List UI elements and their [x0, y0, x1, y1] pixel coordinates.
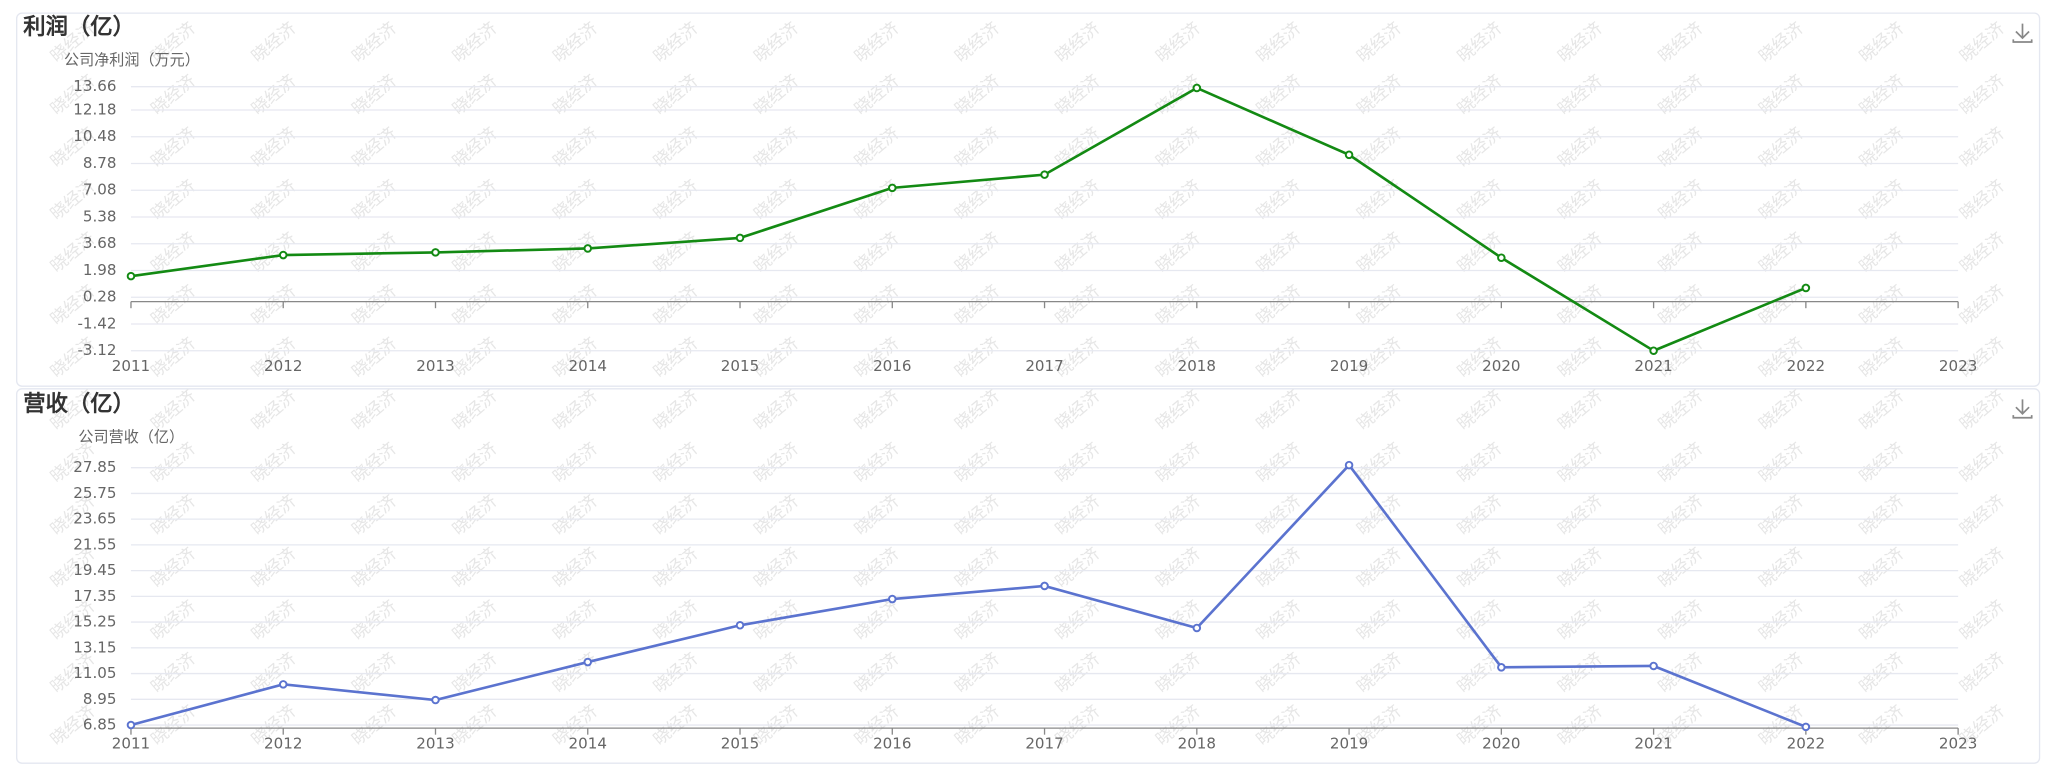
y-tick-label: 19.45: [73, 561, 116, 579]
chart-title: 营收（亿）: [23, 390, 135, 417]
y-tick-label: 17.35: [73, 587, 116, 605]
y-tick-label: 5.38: [83, 207, 117, 225]
line: [130, 86, 1807, 353]
y-tick-label: 10.48: [73, 127, 116, 145]
point: [583, 244, 593, 253]
x-tick-label: 2011: [112, 734, 150, 752]
x-tick-label: 2018: [1178, 734, 1216, 752]
point: [735, 621, 745, 630]
panel: [16, 12, 2041, 387]
point: [583, 657, 593, 667]
point: [1192, 623, 1202, 633]
x-tick-label: 2016: [873, 734, 911, 752]
point: [126, 720, 136, 730]
y-axis-label: 公司净利润（万元）: [64, 51, 200, 69]
point: [126, 271, 136, 281]
x-tick-label: 2014: [569, 734, 607, 752]
point: [735, 233, 745, 243]
x-tick-label: 2022: [1787, 357, 1825, 375]
x-tick-label: 2013: [416, 357, 454, 375]
y-tick-label: 8.95: [83, 690, 117, 708]
y-tick-label: 25.75: [73, 484, 116, 502]
y-tick-label: 3.68: [83, 234, 117, 252]
point: [1344, 150, 1354, 160]
y-axis-label: 公司营收（亿）: [78, 428, 184, 446]
x-tick-label: 2012: [264, 357, 302, 375]
point: [1649, 346, 1658, 355]
y-tick-label: 13.66: [73, 77, 116, 95]
point: [1801, 722, 1811, 732]
y-tick-label: 7.08: [83, 181, 117, 199]
point: [1497, 663, 1506, 672]
y-tick-label: 11.05: [73, 664, 116, 682]
x-tick-label: 2015: [721, 734, 759, 752]
x-tick-label: 2011: [112, 357, 150, 375]
point: [431, 248, 440, 257]
point: [278, 250, 288, 260]
chart-title: 利润（亿）: [23, 13, 135, 40]
x-tick-label: 2020: [1482, 357, 1520, 375]
point: [1192, 83, 1202, 93]
x-tick-label: 2015: [721, 357, 759, 375]
x-tick-label: 2019: [1330, 734, 1368, 752]
y-tick-label: -1.42: [77, 314, 116, 332]
point: [431, 695, 440, 705]
y-tick-label: 23.65: [73, 510, 116, 528]
panel: [16, 388, 2041, 764]
x-tick-label: 2017: [1025, 357, 1063, 375]
point: [278, 680, 288, 689]
x-tick-label: 2013: [416, 734, 454, 752]
download-icon[interactable]: [2012, 23, 2033, 43]
y-tick-label: 1.98: [83, 261, 117, 279]
y-tick-label: 21.55: [73, 535, 116, 553]
y-tick-label: 27.85: [73, 458, 116, 476]
x-tick-label: 2017: [1025, 734, 1063, 752]
y-tick-label: 0.28: [83, 288, 117, 306]
point: [888, 183, 897, 193]
download-icon[interactable]: [2012, 399, 2033, 419]
point: [1040, 581, 1049, 591]
x-tick-label: 2022: [1787, 734, 1825, 752]
x-tick-label: 2016: [873, 357, 911, 375]
line: [130, 463, 1807, 729]
x-tick-label: 2023: [1939, 357, 1977, 375]
x-tick-label: 2021: [1634, 357, 1672, 375]
point: [1649, 661, 1658, 671]
y-tick-label: 8.78: [83, 154, 117, 172]
y-tick-label: 13.15: [73, 638, 116, 656]
point: [1801, 283, 1811, 293]
y-tick-label: 6.85: [83, 716, 117, 734]
x-tick-label: 2014: [569, 357, 607, 375]
x-tick-label: 2018: [1178, 357, 1216, 375]
y-tick-label: -3.12: [77, 341, 116, 359]
y-tick-label: 15.25: [73, 613, 116, 631]
point: [1040, 170, 1049, 179]
x-tick-label: 2020: [1482, 734, 1520, 752]
x-tick-label: 2019: [1330, 357, 1368, 375]
point: [1344, 460, 1354, 470]
point: [888, 594, 897, 604]
x-tick-label: 2023: [1939, 734, 1977, 752]
x-tick-label: 2012: [264, 734, 302, 752]
y-tick-label: 12.18: [73, 100, 116, 118]
point: [1497, 253, 1506, 262]
x-tick-label: 2021: [1634, 734, 1672, 752]
